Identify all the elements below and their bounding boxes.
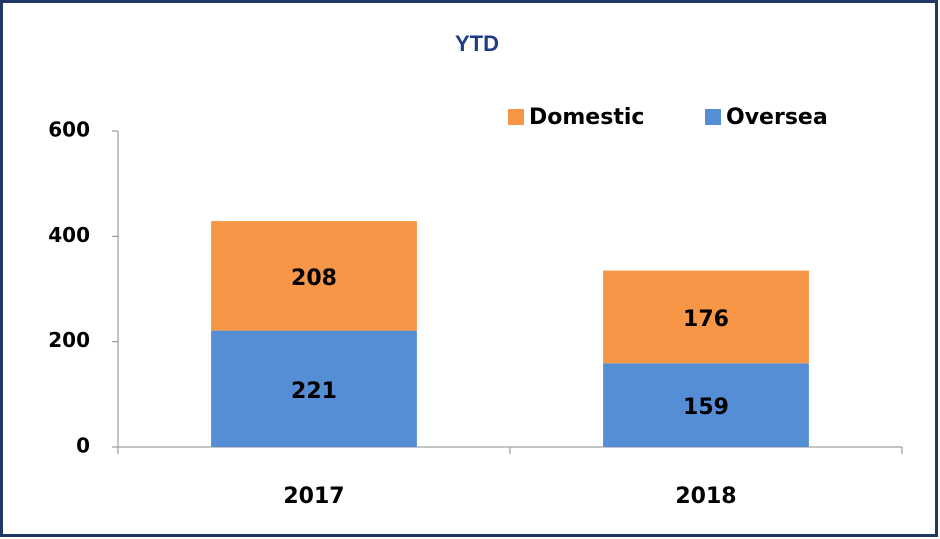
legend-swatch <box>705 109 721 125</box>
bar-segment <box>211 221 417 331</box>
data-label: 159 <box>683 395 729 420</box>
data-label: 221 <box>291 379 337 404</box>
y-tick-label: 200 <box>48 328 90 352</box>
chart-title: YTD <box>455 31 499 56</box>
y-tick-label: 400 <box>48 223 90 247</box>
y-tick-label: 600 <box>48 118 90 142</box>
bar-segment <box>603 363 809 447</box>
x-tick-label: 2017 <box>283 484 344 509</box>
legend-swatch <box>508 109 524 125</box>
data-label: 176 <box>683 307 729 332</box>
data-label: 208 <box>291 266 337 291</box>
bar-segment <box>603 270 809 364</box>
legend-label: Domestic <box>529 105 644 130</box>
bar-segment <box>211 330 417 447</box>
y-tick-label: 0 <box>76 434 90 458</box>
legend-label: Oversea <box>726 105 828 130</box>
x-tick-label: 2018 <box>675 484 736 509</box>
